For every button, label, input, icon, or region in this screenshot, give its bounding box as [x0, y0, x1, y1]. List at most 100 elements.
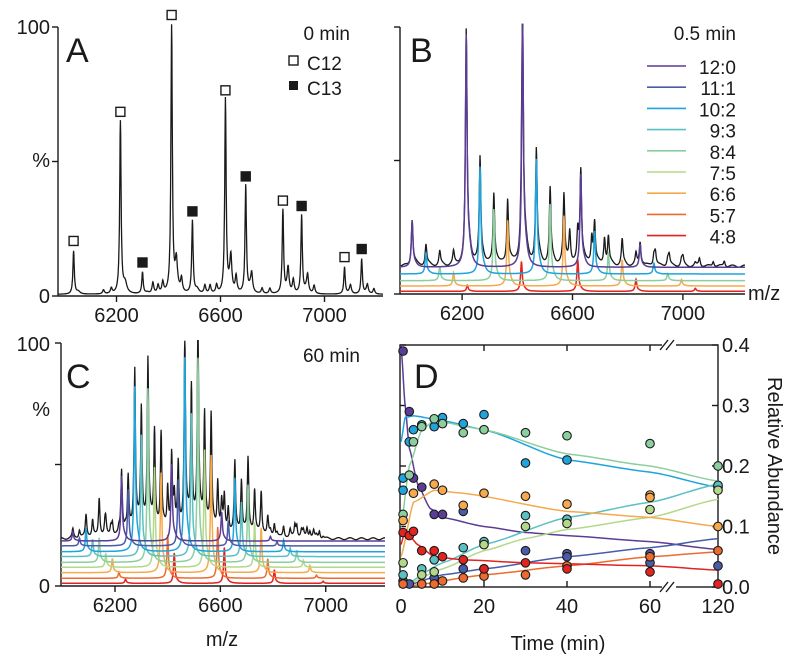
data-point-8-4	[416, 421, 427, 432]
data-point-7-5	[520, 521, 531, 532]
x-tick-label-6600: 6600	[550, 303, 595, 325]
species-trace-9-3	[61, 413, 385, 558]
species-trace-8-4	[61, 357, 385, 564]
data-point-9-3	[429, 554, 440, 565]
y-tick-100: 100	[17, 17, 50, 39]
data-point-7-5	[645, 504, 655, 515]
data-point-12-0	[437, 509, 448, 520]
data-point-9-3	[520, 510, 531, 521]
data-point-5-7	[458, 573, 469, 583]
panel-b-title: 0.5 min	[674, 24, 736, 45]
species-trace-10-2	[400, 158, 745, 275]
y-label-percent: %	[32, 150, 50, 172]
data-point-11-1	[562, 551, 572, 562]
c12-peak-marker	[115, 106, 126, 118]
y-tick-0: 0	[39, 286, 50, 308]
data-point-4-8	[458, 554, 469, 565]
x-tick-label-7000: 7000	[302, 305, 347, 327]
data-point-4-8	[562, 563, 572, 574]
axis-break-mark	[659, 339, 669, 351]
x-tick-label-60: 60	[639, 596, 661, 618]
y-tick-label-0.1: 0.1	[722, 517, 750, 539]
data-point-4-8	[429, 545, 440, 556]
axis-break-gap	[662, 583, 676, 591]
c12-peak-marker	[339, 251, 350, 263]
x-tick-label-7000: 7000	[661, 303, 706, 325]
y-tick-label-0.3: 0.3	[722, 396, 750, 418]
data-point-4-8	[713, 579, 723, 589]
data-point-6-6	[562, 499, 572, 509]
data-point-4-8	[479, 563, 489, 574]
species-trace-4-8	[61, 547, 385, 585]
data-point-6-6	[398, 515, 408, 526]
panel-c-title: 60 min	[303, 346, 360, 367]
data-point-6-6	[479, 488, 489, 499]
x-tick-label-7000: 7000	[303, 595, 348, 617]
data-point-7-5	[713, 485, 723, 496]
legend-c13: C13	[307, 79, 342, 100]
data-point-8-4	[404, 470, 415, 480]
data-point-6-6	[458, 500, 469, 511]
data-point-6-6	[408, 488, 419, 499]
c12-peak-marker	[277, 195, 289, 206]
data-point-10-2	[520, 458, 531, 468]
c12-peak-marker	[68, 235, 79, 247]
data-point-5-7	[398, 579, 408, 589]
axis-break-mark	[665, 581, 675, 593]
panel-a-letter: A	[66, 32, 89, 70]
data-point-5-7	[713, 545, 723, 556]
data-point-7-5	[479, 539, 489, 550]
x-tick-label-0: 0	[395, 596, 406, 618]
x-tick-label-40: 40	[556, 596, 578, 618]
x-tick-label-6600: 6600	[198, 305, 243, 327]
species-trace-4-8	[400, 259, 745, 293]
data-point-4-8	[416, 545, 427, 556]
y-tick-label-0.2: 0.2	[722, 456, 750, 478]
axis-break-mark	[665, 339, 675, 351]
x-tick-label-6200: 6200	[94, 305, 139, 327]
data-point-10-2	[458, 418, 469, 429]
data-point-9-3	[458, 542, 469, 553]
legend-label-9-3: 9:3	[710, 122, 736, 143]
legend-label-7-5: 7:5	[710, 164, 736, 185]
x-axis-label: Time (min)	[511, 633, 606, 655]
data-point-8-4	[713, 461, 723, 471]
c13-peak-marker	[187, 206, 198, 217]
panel-d: D Time (min) Relative Abundance	[414, 358, 785, 655]
species-trace-12-0	[400, 24, 745, 269]
panel-c-letter: C	[66, 358, 91, 396]
data-point-5-7	[520, 570, 531, 580]
data-point-8-4	[645, 438, 655, 449]
y-tick-100: 100	[17, 334, 50, 356]
plot-frame	[399, 344, 719, 588]
c13-peak-marker	[356, 243, 367, 255]
composite-spectrum-trace	[61, 339, 385, 541]
data-point-12-0	[416, 482, 427, 493]
species-trace-12-0	[61, 464, 385, 542]
y-axis-label: Relative Abundance	[763, 377, 785, 555]
legend-label-10-2: 10:2	[699, 100, 736, 121]
c13-peak-marker	[296, 200, 307, 212]
panel-a: A 0 min C12 C13 100 % 0	[17, 17, 350, 308]
panel-a-title: 0 min	[304, 24, 350, 45]
data-point-11-1	[713, 560, 723, 571]
panel-b: B 0.5 min m/z	[410, 24, 780, 305]
data-point-6-6	[713, 521, 723, 532]
data-point-8-4	[429, 413, 440, 424]
data-point-11-1	[458, 563, 469, 574]
y-label-percent: %	[32, 399, 50, 421]
data-point-7-5	[398, 557, 408, 568]
legend-label-4-8: 4:8	[710, 228, 736, 249]
data-point-12-0	[404, 406, 415, 417]
legend-label-12-0: 12:0	[699, 58, 736, 79]
data-point-6-6	[645, 492, 655, 503]
c12-peak-marker	[166, 9, 177, 21]
c13-peak-marker	[137, 257, 148, 268]
y-tick-label-0.0: 0.0	[722, 577, 750, 599]
x-tick-label-120: 120	[701, 596, 734, 618]
panel-b-letter: B	[410, 32, 433, 70]
fit-curve-6-6	[400, 489, 719, 558]
data-point-8-4	[479, 424, 489, 435]
y-tick-0: 0	[39, 576, 50, 598]
data-point-4-8	[520, 557, 531, 568]
